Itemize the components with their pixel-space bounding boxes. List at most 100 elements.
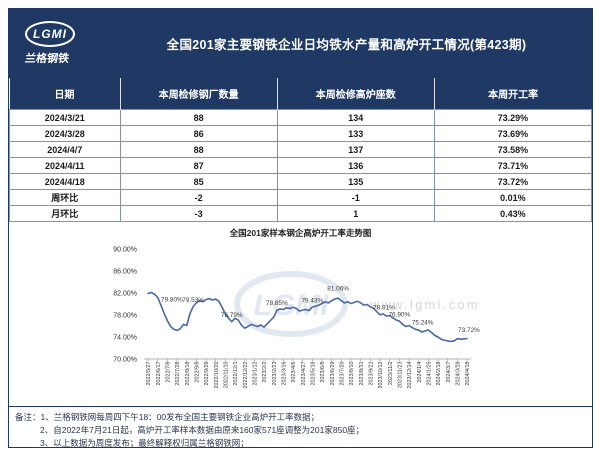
- data-label: 78.01%: [373, 304, 395, 311]
- table-header-row: 日期 本周检修钢厂数量 本周检修高炉座数 本周开工率: [9, 78, 592, 110]
- y-tick-label: 74.00%: [113, 335, 137, 342]
- watermark-lgmi-icon: [234, 271, 348, 337]
- cell-furnaces: 1: [276, 205, 435, 222]
- cell-furnaces: 137: [276, 141, 435, 158]
- cell-plants: 85: [119, 173, 278, 190]
- logo-subtext: 兰格钢铁: [24, 53, 70, 65]
- table-row: 2024/4/11 87 136 73.71%: [9, 157, 593, 174]
- cell-date: 2024/3/21: [9, 109, 121, 126]
- cell-date: 2024/4/7: [9, 141, 121, 158]
- data-label: 76.79%: [221, 312, 243, 319]
- cell-furnaces: 136: [276, 157, 435, 174]
- x-tick-label: 2024/2/18: [436, 362, 442, 386]
- trend-chart-panel: 全国201家样本钢企高炉开工率走势图 LGMI www.lgmi.com 90.00…: [9, 222, 592, 406]
- cell-rate: 73.72%: [433, 173, 593, 190]
- data-label: 81.06%: [327, 286, 349, 293]
- report-content: LGMI 兰格钢铁 全国201家主要钢铁企业日均铁水产量和高炉开工情况(第423…: [8, 8, 593, 448]
- x-tick-label: 2023/12/14: [407, 362, 413, 389]
- x-tick-label: 2023/7/20: [340, 362, 346, 386]
- x-tick-label: 2024/3/7: [446, 361, 452, 382]
- x-tick-label: 2023/3/16: [282, 362, 288, 386]
- col-header-date: 日期: [9, 78, 121, 110]
- cell-rate: 73.29%: [433, 109, 593, 126]
- cell-rate: 0.01%: [433, 189, 593, 206]
- y-tick-label: 90.00%: [113, 247, 137, 254]
- x-tick-label: 2023/8/31: [359, 362, 365, 386]
- footnote-line: 2、自2022年7月21日起，高炉开工率样本数据由原来160家571座调整为20…: [40, 425, 365, 435]
- cell-rate: 0.43%: [433, 205, 593, 222]
- x-tick-label: 2022/9/29: [204, 362, 210, 386]
- x-tick-label: 2024/1/25: [427, 362, 433, 386]
- open-rate-trend-line: [147, 291, 468, 343]
- x-tick-label: 2023/6/8: [320, 361, 326, 382]
- x-tick-label: 2023/2/23: [272, 362, 278, 386]
- data-label: 73.72%: [458, 327, 480, 334]
- data-label: 79.53%: [182, 297, 204, 304]
- x-tick-label: 2022/6/17: [156, 362, 162, 386]
- x-tick-label: 2023/1/12: [253, 362, 259, 386]
- cell-date: 2024/4/11: [9, 157, 121, 174]
- table-row-wow: 周环比 -2 -1 0.01%: [9, 189, 593, 206]
- table-row: 2024/3/28 86 133 73.69%: [9, 125, 593, 142]
- x-tick-label: 2022/11/10: [224, 362, 230, 389]
- cell-date: 周环比: [9, 189, 121, 206]
- col-header-rate: 本周开工率: [433, 78, 592, 110]
- watermark-url-text: www.lgmi.com: [369, 298, 480, 312]
- cell-plants: 87: [119, 157, 278, 174]
- x-tick-label: 2022/9/8: [195, 361, 201, 382]
- y-tick-label: 82.00%: [113, 291, 137, 298]
- x-tick-label: 2024/1/4: [417, 361, 423, 382]
- cell-date: 2024/3/28: [9, 125, 121, 142]
- table-row: 2024/4/7 88 137 73.58%: [9, 141, 593, 158]
- chart-title: 全国201家样本钢企高炉开工率走势图: [229, 228, 372, 238]
- cell-furnaces: 133: [276, 125, 435, 142]
- footnote-line: 3、以上数据为周度发布；最终解释权归属兰格钢铁网；: [40, 438, 249, 448]
- data-label: 79.80%: [161, 297, 183, 304]
- x-tick-label: 2023/4/6: [291, 361, 297, 382]
- cell-furnaces: 135: [276, 173, 435, 190]
- data-label: 76.90%: [388, 312, 410, 319]
- logo-text: LGMI: [33, 27, 67, 41]
- cell-furnaces: 134: [276, 109, 435, 126]
- x-tick-label: 2023/4/27: [301, 362, 307, 386]
- cell-plants: 86: [119, 125, 278, 142]
- x-tick-label: 2023/11/23: [398, 362, 404, 389]
- x-tick-label: 2022/12/22: [243, 362, 249, 389]
- x-tick-label: 2024/4/18: [465, 362, 471, 386]
- col-header-plants: 本周检修钢厂数量: [119, 78, 278, 110]
- x-tick-label: 2023/8/10: [349, 362, 355, 386]
- data-label: 79.43%: [301, 298, 323, 305]
- footnote-line: 备注：1、兰格钢铁网每周四下午18：00发布全国主要钢铁企业高炉开工率数据；: [15, 412, 320, 422]
- x-tick-label: 2023/9/21: [369, 362, 375, 386]
- data-label: 75.24%: [412, 320, 434, 327]
- cell-rate: 73.71%: [433, 157, 593, 174]
- cell-furnaces: -1: [276, 189, 435, 206]
- cell-plants: -2: [119, 189, 278, 206]
- logo: LGMI 兰格钢铁: [9, 21, 113, 66]
- cell-rate: 73.58%: [433, 141, 593, 158]
- lgmi-logo-icon: LGMI: [25, 21, 75, 47]
- x-tick-label: 2022/10/20: [214, 362, 220, 389]
- blast-furnace-table: 日期 本周检修钢厂数量 本周检修高炉座数 本周开工率 2024/3/21 88 …: [9, 78, 593, 222]
- cell-plants: 88: [119, 109, 278, 126]
- x-tick-label: 2023/2/2: [262, 361, 268, 382]
- x-tick-label: 2022/12/1: [233, 362, 239, 386]
- y-tick-label: 70.00%: [113, 357, 137, 364]
- x-tick-label: 2022/7/8: [166, 361, 172, 382]
- table-row: 2024/3/21 88 134 73.29%: [9, 109, 593, 126]
- footnotes: 备注：1、兰格钢铁网每周四下午18：00发布全国主要钢铁企业高炉开工率数据； 2…: [9, 406, 592, 450]
- x-tick-label: 2022/8/18: [185, 362, 191, 386]
- x-tick-label: 2023/10/12: [378, 362, 384, 389]
- header-banner: LGMI 兰格钢铁 全国201家主要钢铁企业日均铁水产量和高炉开工情况(第423…: [9, 9, 592, 78]
- cell-plants: 88: [119, 141, 278, 158]
- x-tick-label: 2023/6/29: [330, 362, 336, 386]
- cell-date: 2024/4/18: [9, 173, 121, 190]
- y-tick-label: 78.00%: [113, 313, 137, 320]
- x-tick-label: 2023/5/18: [311, 362, 317, 386]
- trend-chart: LGMI www.lgmi.com90.00%86.00%82.00%78.00%…: [113, 247, 480, 389]
- data-label: 78.85%: [266, 300, 288, 307]
- cell-date: 月环比: [9, 205, 121, 222]
- col-header-furnaces: 本周检修高炉座数: [276, 78, 435, 110]
- x-tick-label: 2024/3/28: [456, 362, 462, 386]
